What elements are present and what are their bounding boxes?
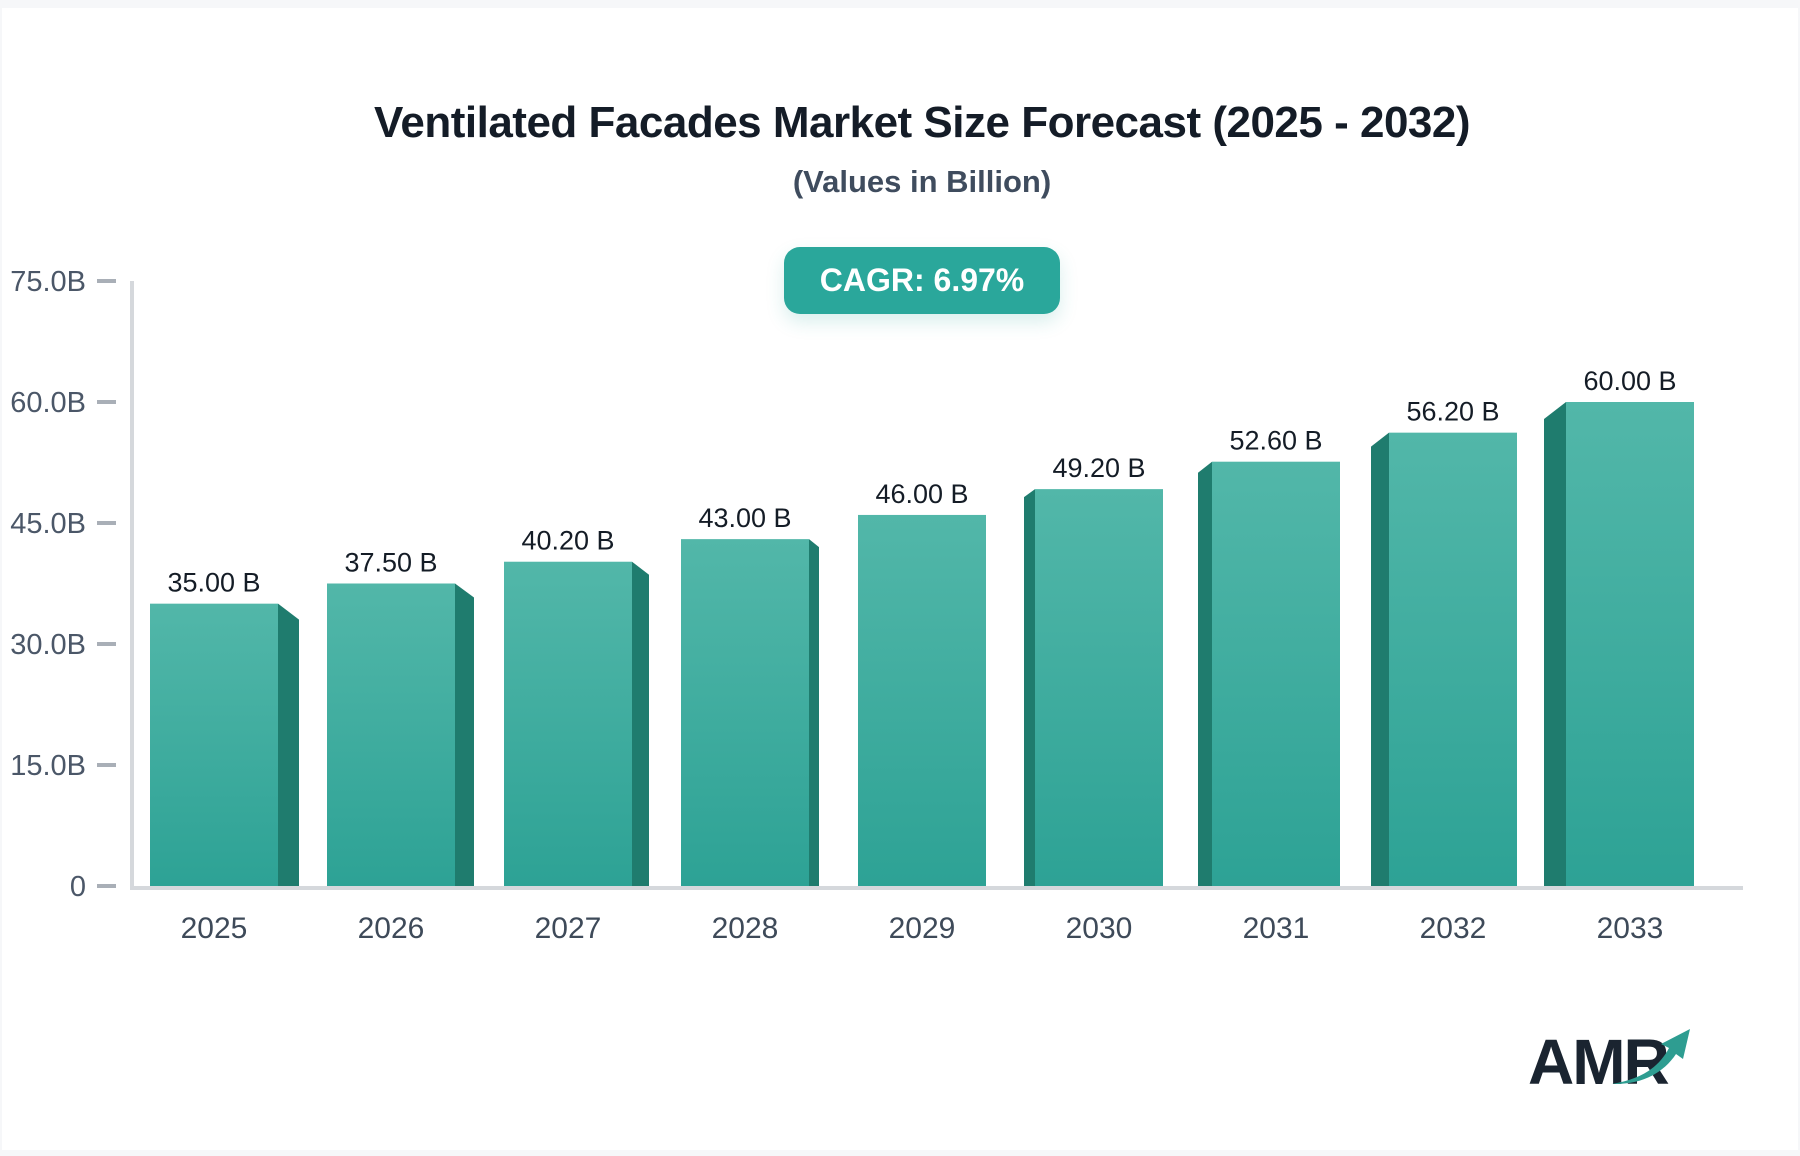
bar-value-label: 43.00 B: [698, 503, 791, 533]
bar-side: [1198, 461, 1212, 886]
x-axis-label: 2026: [358, 912, 425, 945]
x-axis-label: 2033: [1597, 912, 1664, 945]
bar-value-label: 40.20 B: [521, 526, 614, 556]
x-axis-label: 2028: [712, 912, 779, 945]
bar-face: [858, 514, 986, 886]
amr-logo: AMR: [1528, 1026, 1728, 1110]
bar-2032: 56.20 B: [1371, 397, 1517, 886]
bar-2025: 35.00 B: [150, 568, 299, 886]
x-axis-label: 2030: [1066, 912, 1133, 945]
y-tick-dash: [97, 884, 116, 888]
bar-face: [150, 603, 278, 886]
y-tick-label: 60.0B: [10, 387, 86, 419]
bar-face: [681, 539, 809, 886]
x-axis-label: 2031: [1243, 912, 1310, 945]
bar-face: [327, 583, 455, 886]
growth-arrow-icon: [1612, 1029, 1690, 1085]
y-tick-label: 45.0B: [10, 508, 86, 540]
bar-face: [1566, 402, 1694, 886]
y-tick-dash: [97, 642, 116, 646]
bar-side: [809, 539, 819, 886]
bar-value-label: 56.20 B: [1406, 397, 1499, 427]
cagr-badge: CAGR: 6.97%: [783, 247, 1061, 314]
y-tick-label: 0: [70, 871, 86, 903]
bar-2026: 37.50 B: [327, 548, 474, 886]
chart-subtitle: (Values in Billion): [792, 164, 1052, 199]
y-tick-dash: [97, 279, 116, 283]
bar-2033: 60.00 B: [1544, 366, 1694, 886]
y-tick-dash: [97, 763, 116, 767]
bar-value-label: 60.00 B: [1583, 366, 1676, 396]
bar-face: [1212, 461, 1340, 886]
x-axis-label: 2027: [535, 912, 602, 945]
y-tick-dash: [97, 400, 116, 404]
y-tick-label: 15.0B: [10, 750, 86, 782]
bar-value-label: 46.00 B: [875, 479, 968, 509]
bar-side: [455, 583, 474, 886]
bar-2030: 49.20 B: [1024, 453, 1163, 886]
bar-side: [278, 603, 299, 886]
cagr-badge-band: CAGR: 6.97%: [44, 247, 1800, 314]
x-axis-line: [130, 886, 1743, 890]
y-tick-dash: [97, 521, 116, 525]
y-tick-label: 75.0B: [10, 266, 86, 298]
amr-logo-text: AMR: [1528, 1026, 1670, 1098]
x-axis-label: 2025: [181, 912, 248, 945]
bar-face: [504, 561, 632, 886]
bar-2027: 40.20 B: [504, 526, 649, 886]
bar-2029: 46.00 B: [858, 479, 986, 886]
y-tick-label: 30.0B: [10, 629, 86, 661]
bar-side: [1371, 432, 1389, 886]
y-axis-line: [130, 281, 134, 890]
x-axis-label: 2029: [889, 912, 956, 945]
bar-value-label: 35.00 B: [167, 568, 260, 598]
bar-value-label: 49.20 B: [1052, 453, 1145, 483]
bar-side: [632, 561, 649, 886]
bar-side: [1544, 402, 1566, 886]
bar-2031: 52.60 B: [1198, 426, 1340, 886]
bar-side: [1024, 489, 1035, 886]
bar-face: [1035, 489, 1163, 886]
growth-arrow-path: [1612, 1029, 1690, 1085]
x-axis-label: 2032: [1420, 912, 1487, 945]
bar-value-label: 52.60 B: [1229, 426, 1322, 456]
chart-title: Ventilated Facades Market Size Forecast …: [373, 98, 1471, 147]
bar-face: [1389, 432, 1517, 886]
bar-2028: 43.00 B: [681, 503, 819, 886]
bar-value-label: 37.50 B: [344, 548, 437, 578]
